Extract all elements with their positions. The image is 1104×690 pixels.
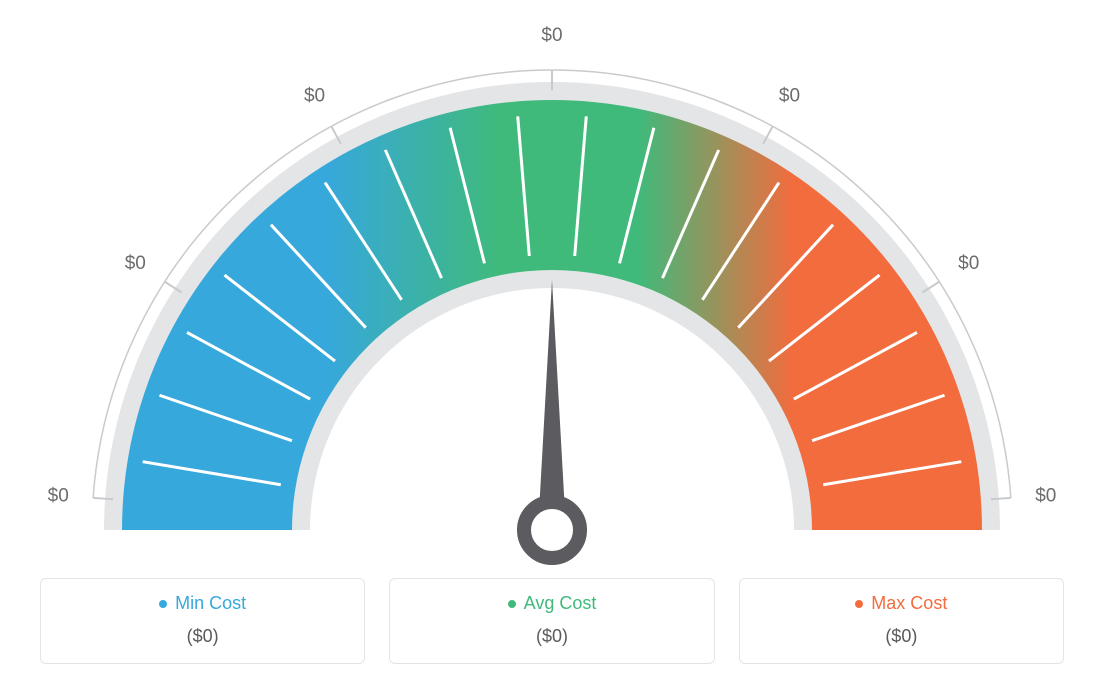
legend-label-max: Max Cost [871,593,947,614]
svg-text:$0: $0 [48,485,69,506]
gauge-chart: $0 $0 $0 $0 $0 $0 $0 [40,10,1064,570]
legend-label-row-avg: Avg Cost [390,593,713,614]
svg-text:$0: $0 [958,253,979,274]
svg-text:$0: $0 [541,25,562,46]
legend-value-min: ($0) [41,626,364,647]
svg-text:$0: $0 [779,86,800,107]
legend-label-row-max: Max Cost [740,593,1063,614]
legend-card-avg: Avg Cost ($0) [389,578,714,664]
legend-label-row-min: Min Cost [41,593,364,614]
legend-label-avg: Avg Cost [524,593,597,614]
legend-card-max: Max Cost ($0) [739,578,1064,664]
legend-label-min: Min Cost [175,593,246,614]
legend-value-max: ($0) [740,626,1063,647]
svg-text:$0: $0 [125,253,146,274]
svg-text:$0: $0 [304,86,325,107]
legend-dot-avg [508,600,516,608]
legend-dot-max [855,600,863,608]
legend-card-min: Min Cost ($0) [40,578,365,664]
svg-text:$0: $0 [1035,485,1056,506]
gauge-svg: $0 $0 $0 $0 $0 $0 $0 [40,10,1064,570]
legend-value-avg: ($0) [390,626,713,647]
legend-dot-min [159,600,167,608]
chart-container: $0 $0 $0 $0 $0 $0 $0 Min Cost ($0) Avg Cost ($… [0,0,1104,690]
legend-row: Min Cost ($0) Avg Cost ($0) Max Cost ($0… [40,578,1064,664]
